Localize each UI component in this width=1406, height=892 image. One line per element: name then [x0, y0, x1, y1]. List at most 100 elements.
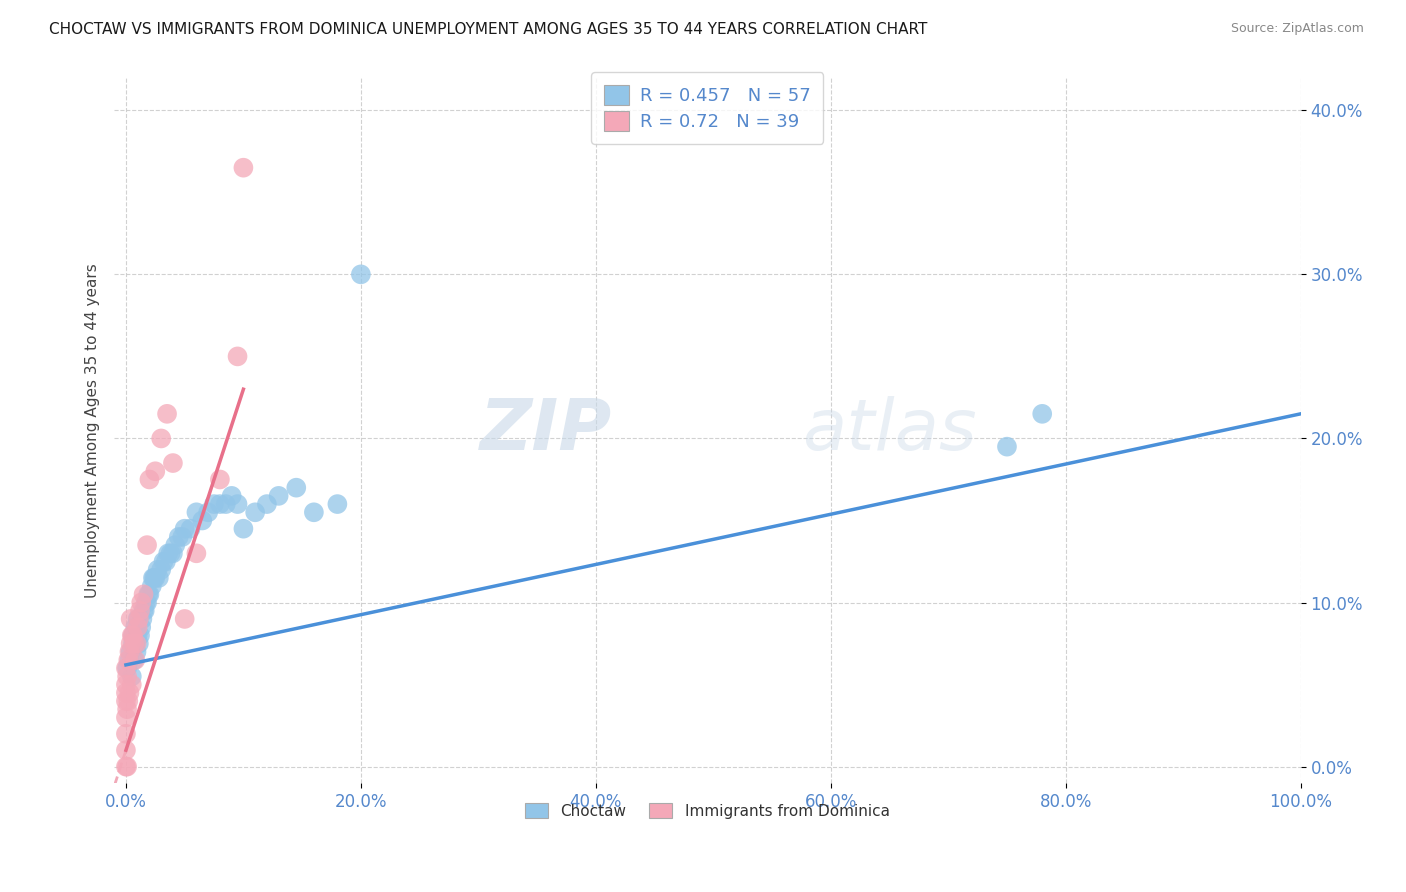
Point — [138, 587, 160, 601]
Point — [141, 579, 163, 593]
Point — [159, 546, 181, 560]
Point — [118, 653, 141, 667]
Point — [995, 440, 1018, 454]
Point — [1031, 407, 1053, 421]
Point — [208, 497, 231, 511]
Point — [156, 407, 179, 421]
Point — [256, 497, 278, 511]
Point — [122, 628, 145, 642]
Point — [172, 530, 194, 544]
Point — [117, 694, 139, 708]
Point — [215, 497, 238, 511]
Point — [148, 571, 170, 585]
Y-axis label: Unemployment Among Ages 35 to 44 years: Unemployment Among Ages 35 to 44 years — [86, 263, 100, 598]
Point — [115, 759, 138, 773]
Point — [136, 595, 159, 609]
Point — [120, 612, 142, 626]
Point — [115, 727, 138, 741]
Point — [173, 522, 195, 536]
Point — [208, 473, 231, 487]
Point — [118, 686, 141, 700]
Point — [117, 653, 139, 667]
Point — [115, 661, 138, 675]
Point — [127, 612, 149, 626]
Point — [124, 653, 146, 667]
Point — [120, 645, 142, 659]
Point — [127, 620, 149, 634]
Point — [115, 702, 138, 716]
Point — [350, 268, 373, 282]
Point — [132, 587, 155, 601]
Point — [162, 456, 184, 470]
Point — [115, 710, 138, 724]
Point — [143, 571, 166, 585]
Point — [129, 595, 152, 609]
Point — [136, 587, 159, 601]
Point — [128, 636, 150, 650]
Point — [118, 645, 141, 659]
Point — [128, 612, 150, 626]
Point — [125, 645, 148, 659]
Point — [127, 628, 149, 642]
Point — [202, 497, 225, 511]
Point — [122, 628, 145, 642]
Point — [146, 563, 169, 577]
Point — [191, 514, 214, 528]
Point — [125, 636, 148, 650]
Point — [121, 677, 143, 691]
Point — [124, 636, 146, 650]
Text: CHOCTAW VS IMMIGRANTS FROM DOMINICA UNEMPLOYMENT AMONG AGES 35 TO 44 YEARS CORRE: CHOCTAW VS IMMIGRANTS FROM DOMINICA UNEM… — [49, 22, 928, 37]
Point — [121, 669, 143, 683]
Point — [134, 604, 156, 618]
Point — [129, 620, 152, 634]
Point — [120, 636, 142, 650]
Point — [150, 432, 173, 446]
Point — [267, 489, 290, 503]
Text: Source: ZipAtlas.com: Source: ZipAtlas.com — [1230, 22, 1364, 36]
Point — [115, 686, 138, 700]
Point — [165, 538, 187, 552]
Point — [197, 505, 219, 519]
Point — [131, 612, 153, 626]
Point — [167, 530, 190, 544]
Point — [180, 522, 202, 536]
Point — [129, 628, 152, 642]
Point — [302, 505, 325, 519]
Point — [232, 522, 254, 536]
Point — [186, 505, 208, 519]
Point — [124, 620, 146, 634]
Legend: Choctaw, Immigrants from Dominica: Choctaw, Immigrants from Dominica — [519, 797, 896, 825]
Point — [138, 473, 160, 487]
Point — [152, 555, 174, 569]
Point — [122, 636, 145, 650]
Point — [157, 546, 180, 560]
Point — [135, 595, 157, 609]
Text: ZIP: ZIP — [481, 396, 613, 465]
Point — [285, 481, 308, 495]
Point — [155, 555, 177, 569]
Point — [143, 571, 166, 585]
Point — [142, 571, 165, 585]
Point — [232, 161, 254, 175]
Point — [129, 604, 152, 618]
Point — [136, 538, 159, 552]
Point — [150, 563, 173, 577]
Point — [115, 694, 138, 708]
Point — [221, 489, 243, 503]
Text: atlas: atlas — [803, 396, 977, 465]
Point — [122, 653, 145, 667]
Point — [115, 759, 138, 773]
Point — [162, 546, 184, 560]
Point — [226, 350, 249, 364]
Point — [226, 497, 249, 511]
Point — [122, 636, 145, 650]
Point — [326, 497, 349, 511]
Point — [243, 505, 266, 519]
Point — [186, 546, 208, 560]
Point — [115, 669, 138, 683]
Point — [132, 604, 155, 618]
Point — [115, 677, 138, 691]
Point — [121, 628, 143, 642]
Point — [143, 464, 166, 478]
Point — [115, 661, 138, 675]
